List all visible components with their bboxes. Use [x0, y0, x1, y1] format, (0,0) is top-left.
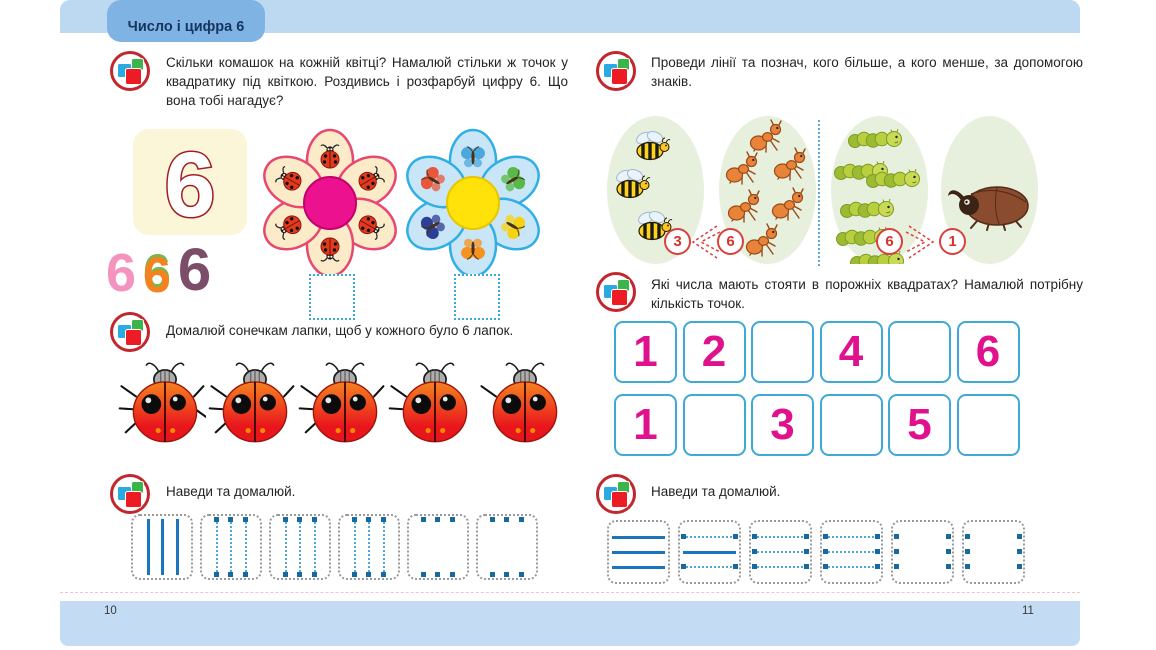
cut-line: [60, 592, 1080, 593]
task-icon: [110, 312, 150, 352]
comparison-sign-trace[interactable]: [905, 224, 937, 260]
big-digit-card[interactable]: 6: [133, 129, 247, 238]
ladybug[interactable]: [118, 352, 206, 452]
trace-square-dotted[interactable]: [749, 520, 812, 584]
chapter-title: Число і цифра 6: [127, 19, 245, 35]
page-number-right: 11: [1022, 605, 1034, 617]
trace-row-horizontal-lines: [607, 520, 1025, 584]
answer-square-flower1[interactable]: [309, 274, 355, 320]
task3-right-text: Наведи та домалюй.: [651, 484, 781, 499]
number-square[interactable]: 5: [888, 394, 951, 456]
number-square[interactable]: 1: [614, 321, 677, 383]
comparison-sign-trace[interactable]: [689, 224, 721, 260]
dotted-divider: [818, 120, 820, 266]
number-square[interactable]: 4: [819, 321, 883, 383]
trace-square-dotted[interactable]: [269, 514, 331, 580]
big-digit-6: 6: [163, 133, 217, 238]
answer-square-flower2[interactable]: [454, 274, 500, 320]
count-circle: 3: [664, 228, 691, 255]
page-number-left: 10: [104, 605, 117, 617]
task2-right-text: Які числа мають стояти в порожніх квадра…: [651, 277, 1083, 311]
empty-number-square[interactable]: [888, 321, 951, 383]
trace-square-dotted[interactable]: [820, 520, 883, 584]
decorated-digit-worm: 6: [106, 243, 137, 303]
flower-with-butterflies: [406, 128, 540, 278]
task3-left-text: Наведи та домалюй.: [166, 484, 296, 499]
task-icon: [110, 474, 150, 514]
trace-row-vertical-lines: [131, 514, 538, 580]
trace-square-dots[interactable]: [962, 520, 1025, 584]
ladybug[interactable]: [208, 352, 296, 452]
ladybug-row: [118, 352, 566, 452]
flower-with-ladybugs: [263, 128, 397, 278]
empty-number-square[interactable]: [751, 321, 814, 383]
decorated-digits: 6 6 6: [106, 236, 212, 303]
task-icon: [596, 474, 636, 514]
bottom-band: [60, 601, 1080, 646]
ladybug[interactable]: [478, 352, 566, 452]
number-square[interactable]: 2: [682, 321, 746, 383]
svg-text:6: 6: [164, 134, 215, 235]
task1-right-text: Проведи лінії та познач, кого більше, а …: [651, 55, 1083, 89]
trace-square-dots[interactable]: [407, 514, 469, 580]
task-icon: [596, 51, 636, 91]
task-icon: [110, 51, 150, 91]
task-icon: [596, 272, 636, 312]
trace-square-dots[interactable]: [476, 514, 538, 580]
empty-number-square[interactable]: [682, 394, 746, 456]
task2-left-text: Домалюй сонечкам лапки, щоб у кожного бу…: [166, 323, 514, 338]
chapter-tab: Число і цифра 6: [107, 0, 265, 42]
decorated-digit-monkey: 6: [177, 236, 212, 303]
count-circle: 6: [717, 228, 744, 255]
trace-square-dotted[interactable]: [200, 514, 262, 580]
number-square[interactable]: 6: [956, 321, 1020, 383]
trace-square-dotted[interactable]: [338, 514, 400, 580]
task1-left-text: Скільки комашок на кожній квітці? Намалю…: [166, 55, 568, 108]
empty-number-square[interactable]: [819, 394, 883, 456]
decorated-digit-chameleon: 6: [143, 247, 171, 303]
count-circle: 6: [876, 228, 903, 255]
ladybug[interactable]: [298, 352, 386, 452]
number-square[interactable]: 1: [614, 394, 677, 456]
empty-number-square[interactable]: [956, 394, 1020, 456]
ladybug[interactable]: [388, 352, 476, 452]
number-square[interactable]: 3: [751, 394, 814, 456]
trace-square-solid[interactable]: [131, 514, 193, 580]
trace-square-mixed[interactable]: [678, 520, 741, 584]
trace-square-dots[interactable]: [891, 520, 954, 584]
trace-square-solid[interactable]: [607, 520, 670, 584]
count-circle: 1: [939, 228, 966, 255]
